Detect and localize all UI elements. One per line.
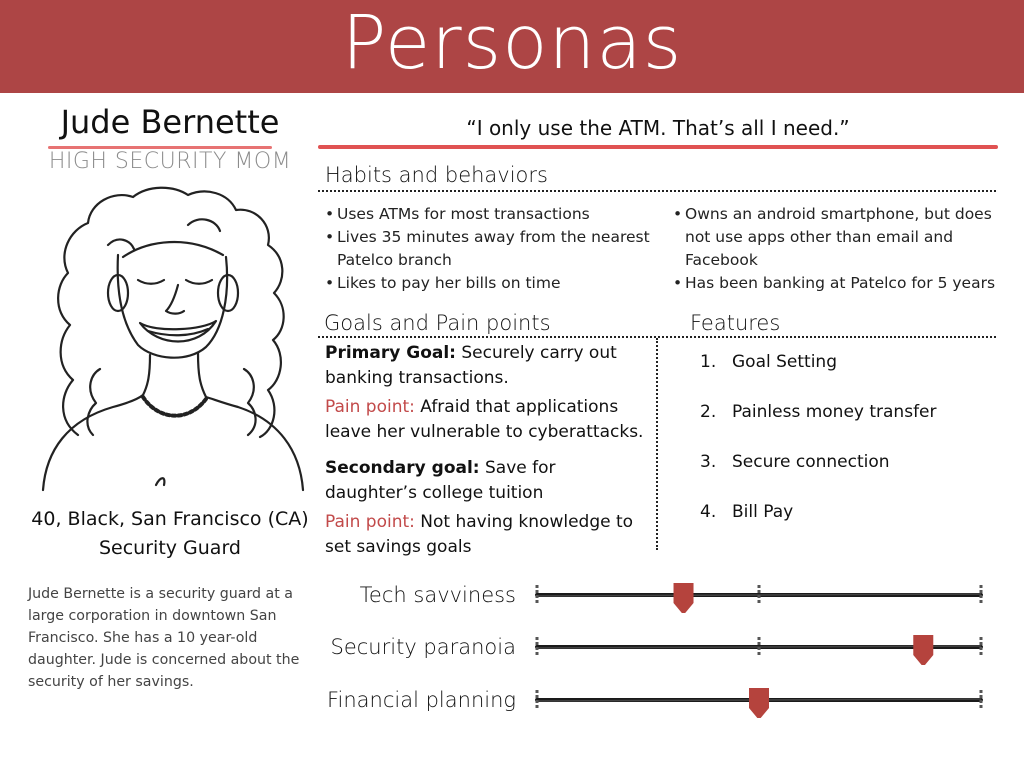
persona-name: Jude Bernette xyxy=(60,103,280,141)
header-banner: Personas xyxy=(0,0,1024,93)
habits-list-left: Uses ATMs for most transactions Lives 35… xyxy=(325,203,650,295)
primary-goal-text: Securely carry out banking transactions. xyxy=(325,343,617,388)
feature-label: Secure connection xyxy=(732,452,890,472)
page-title: Personas xyxy=(341,0,683,86)
slider-tech-savviness xyxy=(535,583,983,613)
secondary-goal-text: Save for daughter’s college tuition xyxy=(325,458,556,503)
feature-number: 3. xyxy=(700,452,717,472)
persona-quote: “I only use the ATM. That’s all I need.” xyxy=(466,116,850,140)
feature-item: 3. Secure connection xyxy=(700,452,937,502)
slider-marker xyxy=(913,635,934,665)
list-item: Has been banking at Patelco for 5 years xyxy=(673,272,998,295)
quote-underline xyxy=(318,145,998,149)
list-item: Owns an android smartphone, but does not… xyxy=(673,203,998,272)
feature-number: 2. xyxy=(700,402,717,422)
primary-pain-point: Pain point: Afraid that applications lea… xyxy=(325,395,645,445)
primary-goal: Primary Goal: Securely carry out banking… xyxy=(325,341,645,391)
habits-title: Habits and behaviors xyxy=(325,163,548,187)
persona-portrait xyxy=(41,186,305,492)
goals-divider xyxy=(318,336,996,338)
primary-pain-text: Afraid that applications leave her vulne… xyxy=(325,397,644,442)
secondary-goal-label: Secondary goal: xyxy=(325,458,480,478)
role-underline xyxy=(48,146,272,149)
goals-features-divider xyxy=(656,338,658,550)
slider-security-paranoia xyxy=(535,635,983,665)
feature-number: 1. xyxy=(700,352,717,372)
slider-label-financial-planning: Financial planning xyxy=(326,688,516,712)
slider-label-security-paranoia: Security paranoia xyxy=(330,635,516,659)
list-item: Uses ATMs for most transactions xyxy=(325,203,650,226)
primary-pain-label: Pain point: xyxy=(325,397,415,417)
habits-list-right: Owns an android smartphone, but does not… xyxy=(673,203,998,295)
secondary-goal: Secondary goal: Save for daughter’s coll… xyxy=(325,456,645,506)
features-list: 1. Goal Setting 2. Painless money transfer… xyxy=(700,352,937,552)
secondary-pain-point: Pain point: Not having knowledge to set … xyxy=(325,510,645,560)
goals-title: Goals and Pain points xyxy=(324,311,551,335)
feature-number: 4. xyxy=(700,502,717,522)
demographics-line-1: 40, Black, San Francisco (CA) xyxy=(31,508,309,530)
feature-label: Painless money transfer xyxy=(732,402,937,422)
secondary-pain-text: Not having knowledge to set savings goal… xyxy=(325,512,634,557)
persona-demographics: 40, Black, San Francisco (CA) Security G… xyxy=(0,505,340,563)
secondary-pain-label: Pain point: xyxy=(325,512,415,532)
features-title: Features xyxy=(690,311,781,335)
feature-item: 4. Bill Pay xyxy=(700,502,937,552)
slider-financial-planning xyxy=(535,688,983,718)
feature-item: 2. Painless money transfer xyxy=(700,402,937,452)
feature-item: 1. Goal Setting xyxy=(700,352,937,402)
primary-goal-label: Primary Goal: xyxy=(325,343,456,363)
habits-divider xyxy=(318,190,996,192)
demographics-line-2: Security Guard xyxy=(98,537,241,559)
feature-label: Bill Pay xyxy=(732,502,794,522)
list-item: Lives 35 minutes away from the nearest P… xyxy=(325,226,650,272)
persona-bio: Jude Bernette is a security guard at a l… xyxy=(28,586,300,690)
list-item: Likes to pay her bills on time xyxy=(325,272,650,295)
slider-marker xyxy=(749,688,769,718)
slider-label-tech-savviness: Tech savviness xyxy=(359,583,516,607)
feature-label: Goal Setting xyxy=(732,352,837,372)
slider-marker xyxy=(673,583,694,613)
persona-role: HIGH SECURITY MOM xyxy=(48,149,292,174)
